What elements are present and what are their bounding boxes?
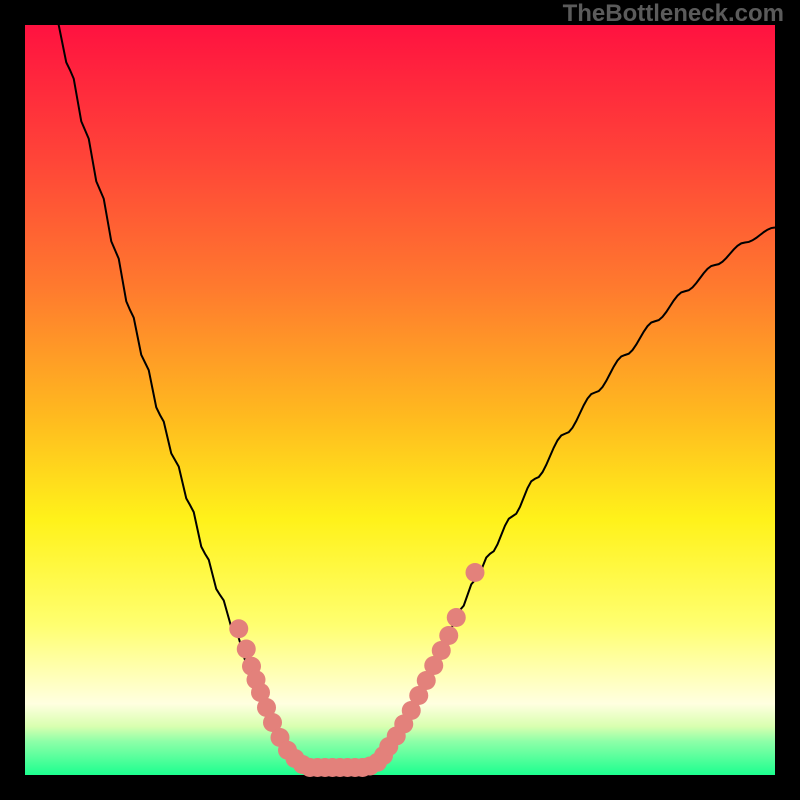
chart-frame: TheBottleneck.com — [0, 0, 800, 800]
scatter-point — [439, 626, 458, 645]
scatter-point — [237, 640, 256, 659]
scatter-point — [229, 619, 248, 638]
watermark-text: TheBottleneck.com — [563, 0, 784, 28]
bottleneck-chart — [0, 0, 800, 800]
scatter-point — [466, 563, 485, 582]
plot-gradient-background — [25, 25, 775, 775]
scatter-point — [447, 608, 466, 627]
